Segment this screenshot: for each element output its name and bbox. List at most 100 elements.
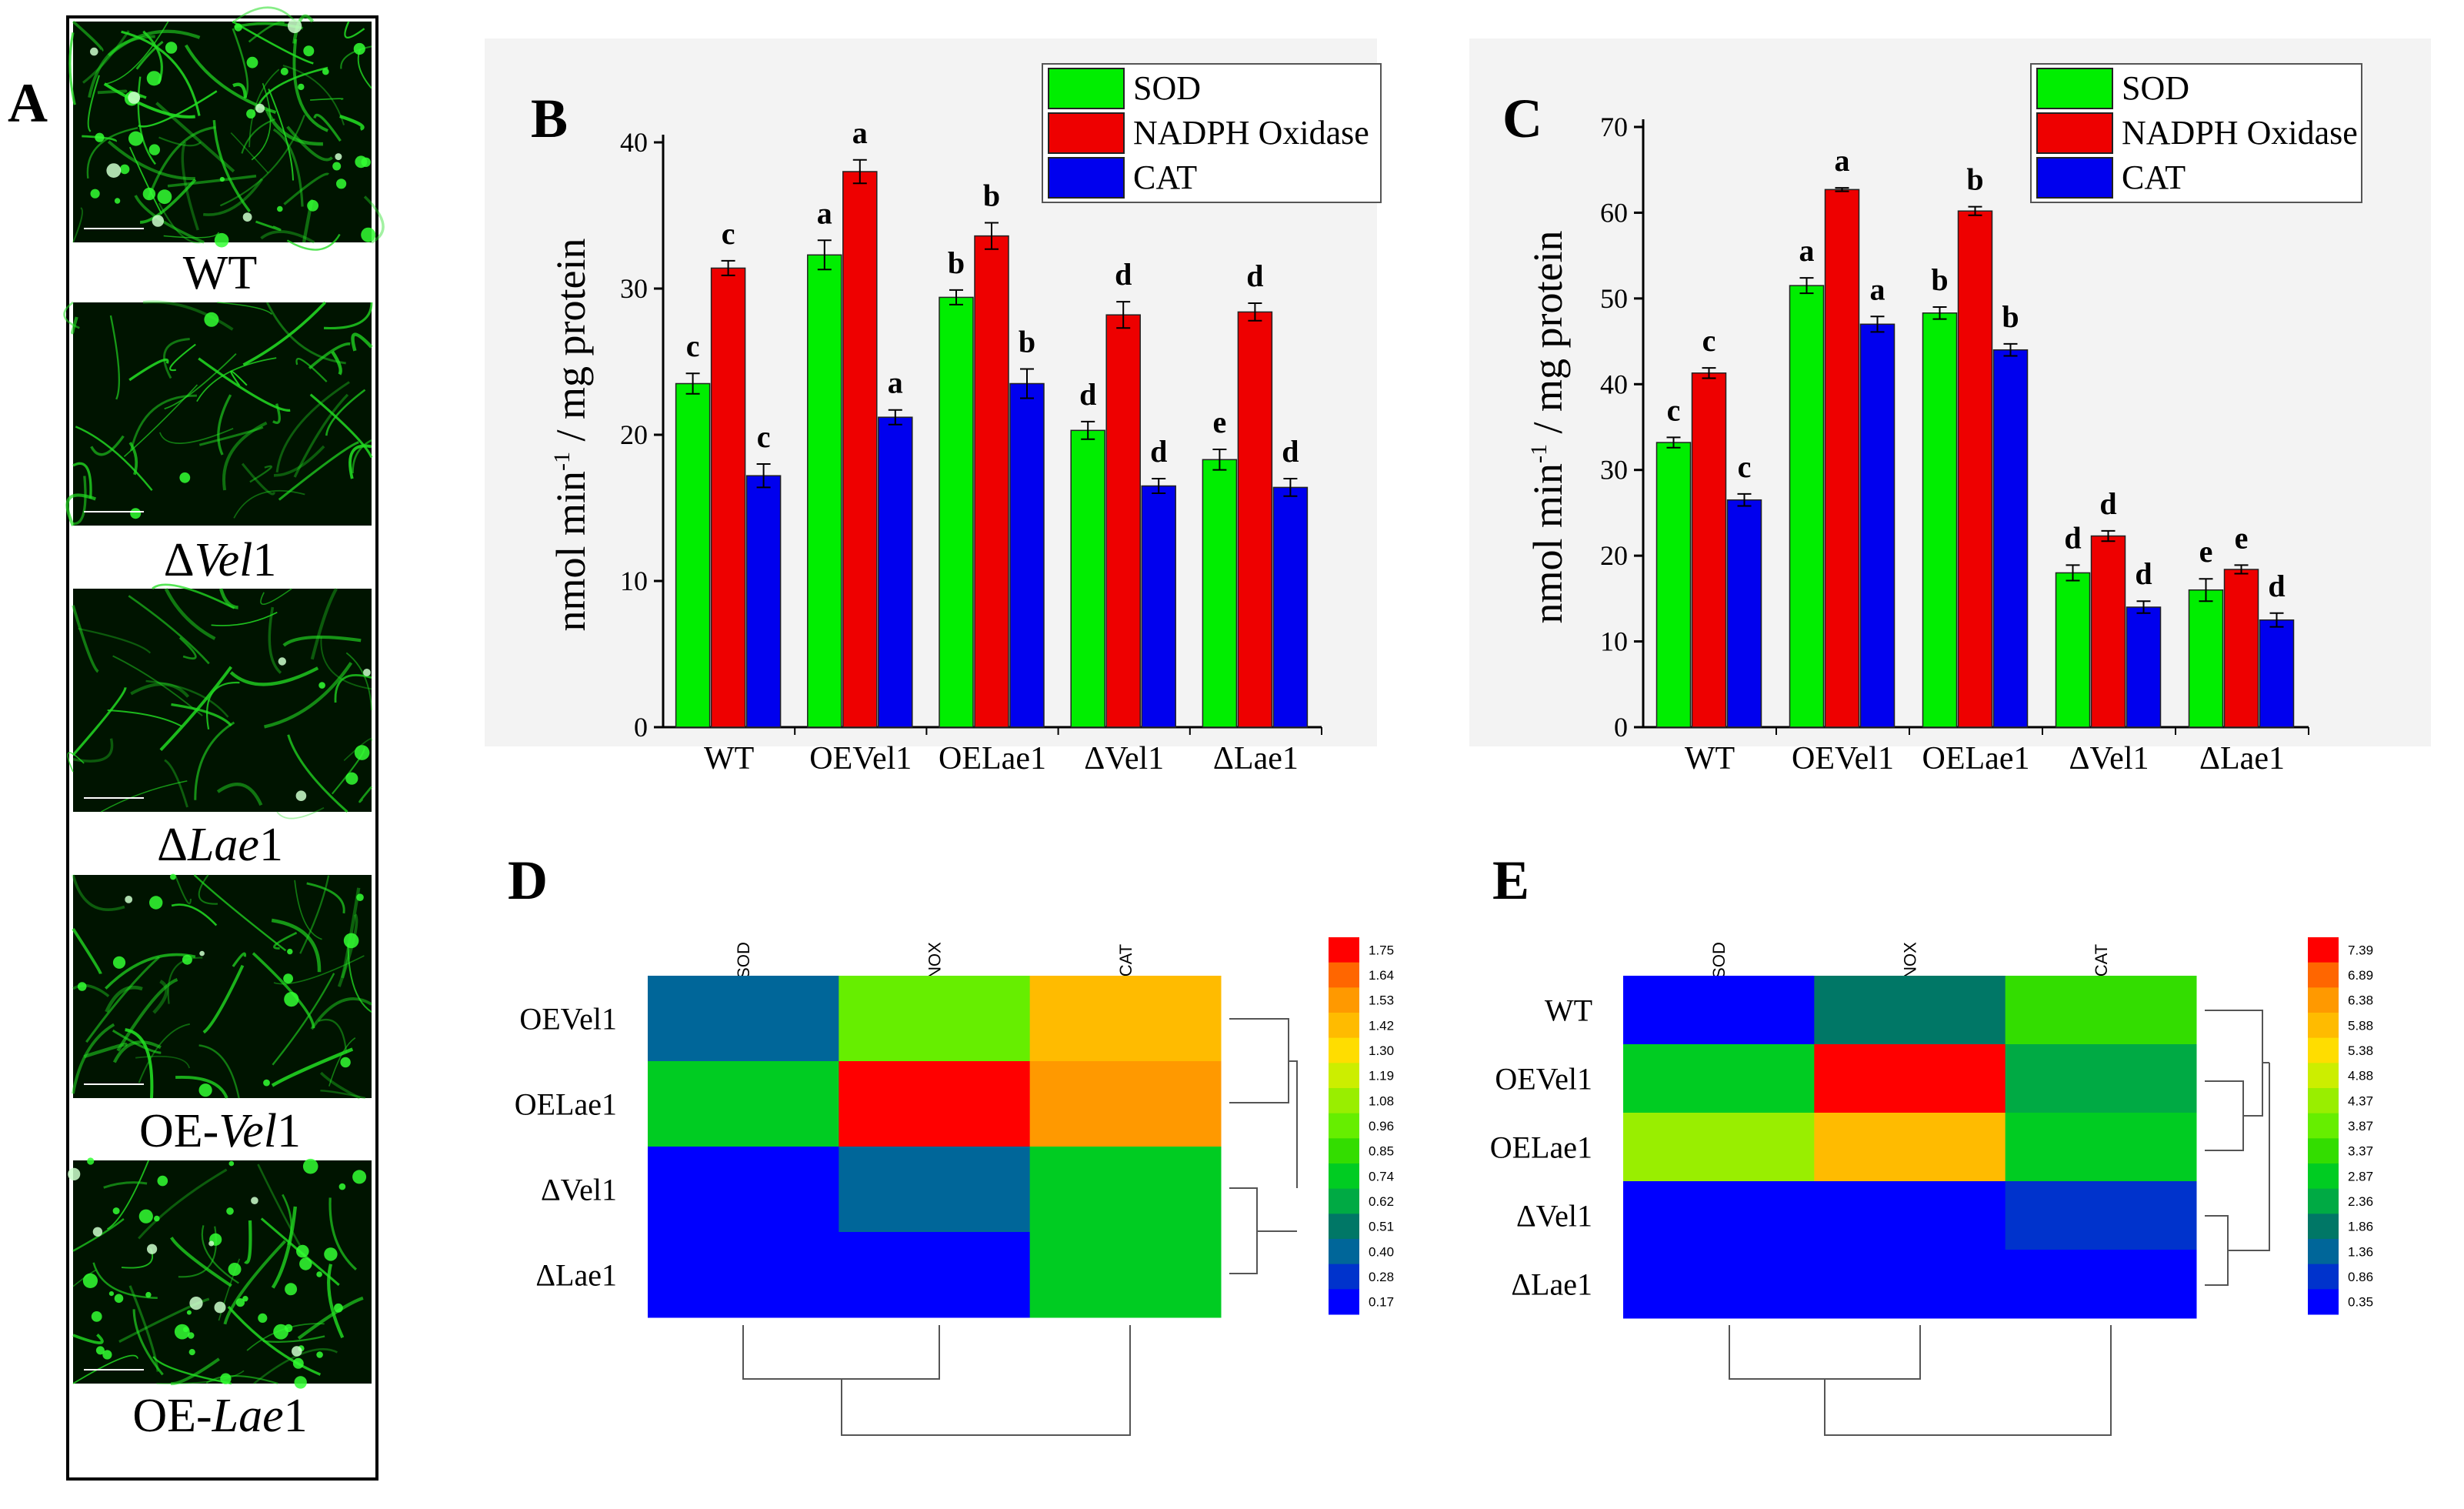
row-dendrogram-branch (2228, 1063, 2270, 1251)
spore (204, 312, 219, 327)
bar-cat (2126, 606, 2162, 728)
color-scale-swatch (2308, 1163, 2339, 1190)
heatmap-column-label: CAT (2092, 944, 2111, 977)
panel-letter: D (508, 850, 548, 911)
hypha (138, 1023, 190, 1083)
heatmap-row-label: OELae1 (515, 1087, 617, 1122)
hypha (142, 300, 234, 331)
heatmap-cell (839, 976, 1031, 1062)
spore (165, 42, 178, 54)
spore (148, 144, 160, 155)
panel-letter: C (1502, 88, 1542, 149)
bar-nadph-oxidase (1237, 311, 1273, 728)
x-category-label: OEVel1 (1792, 741, 1894, 776)
strain-label-prefix: OE- (139, 1105, 218, 1157)
hypha (156, 1370, 245, 1384)
spore (340, 1057, 351, 1068)
hypha (174, 874, 192, 905)
hypha (310, 98, 344, 101)
significance-letter: c (1702, 323, 1716, 358)
bar-nadph-oxidase (1957, 210, 1993, 728)
hypha (130, 683, 190, 698)
hypha (72, 462, 92, 499)
bar-sod (1070, 429, 1105, 728)
hypha (181, 141, 199, 231)
heatmap-cell (648, 976, 839, 1062)
hypha (325, 389, 366, 436)
hypha (194, 721, 235, 800)
hypha (212, 120, 251, 212)
heatmap-cell (1623, 976, 1815, 1045)
bar-sod (2055, 572, 2091, 728)
legend-swatch (1048, 68, 1125, 109)
bar-cat (1009, 382, 1045, 728)
row-dendrogram-branch (2205, 1080, 2244, 1151)
strain-label: OE-Lae1 (132, 1390, 307, 1442)
spore (179, 472, 191, 483)
color-scale-label: 4.88 (2348, 1069, 2373, 1083)
spore (112, 956, 126, 969)
significance-letter: a (852, 115, 868, 150)
color-scale-label: 0.62 (1369, 1194, 1394, 1209)
significance-letter: b (948, 245, 965, 280)
hypha (229, 666, 319, 686)
color-scale-swatch (1329, 1113, 1359, 1139)
y-tick-label: 20 (620, 419, 648, 450)
spore (292, 1357, 304, 1369)
hypha (67, 752, 85, 773)
hypha (72, 1334, 104, 1344)
panel-letter: E (1492, 850, 1529, 911)
spore (77, 982, 87, 991)
hypha (100, 780, 188, 813)
bar-cat (1141, 485, 1176, 728)
spore (152, 215, 164, 227)
spore (226, 1207, 234, 1215)
legend-label: CAT (2122, 159, 2186, 196)
hypha (128, 358, 169, 382)
significance-letter: a (1870, 272, 1886, 306)
bar-sod (675, 382, 711, 728)
spore (332, 162, 342, 171)
hypha (244, 1220, 252, 1264)
hypha (232, 82, 248, 98)
strain-label-prefix: WT (183, 247, 257, 299)
spore (354, 745, 370, 760)
hypha (198, 357, 291, 412)
y-axis-label-main: nmol min (548, 471, 594, 632)
significance-letter: d (1079, 377, 1096, 412)
color-scale-label: 2.87 (2348, 1169, 2373, 1183)
spore (345, 772, 358, 785)
spore (255, 103, 265, 113)
bar-cat (878, 416, 913, 728)
strain-label-prefix: Δ (164, 534, 195, 586)
hypha (163, 338, 190, 379)
spore (82, 1273, 98, 1288)
hypha (71, 316, 78, 335)
hypha (320, 1090, 366, 1100)
color-scale-label: 4.37 (2348, 1093, 2373, 1108)
spore (130, 508, 142, 519)
significance-letter: d (2268, 569, 2285, 603)
spore (361, 157, 371, 167)
color-scale-swatch (1329, 1214, 1359, 1240)
color-scale-swatch (1329, 1138, 1359, 1164)
strain-label-gene: Lae (212, 1390, 284, 1442)
hypha (175, 1075, 228, 1099)
heatmap-cell (2005, 976, 2197, 1045)
hypha (72, 1218, 125, 1252)
spore (157, 1175, 168, 1187)
significance-letter: e (2235, 520, 2249, 555)
hypha (211, 611, 278, 626)
row-dendrogram-branch (2205, 1010, 2263, 1117)
y-tick-label: 60 (1600, 197, 1628, 228)
micrograph-4 (72, 873, 372, 1100)
significance-letter: a (1799, 233, 1815, 268)
spore (183, 1327, 188, 1333)
micrograph-2 (63, 300, 373, 526)
heatmap-cell (1029, 1232, 1222, 1318)
bar-cat (1992, 349, 2029, 728)
legend-label: SOD (2122, 69, 2189, 107)
hypha (116, 977, 178, 1052)
y-axis-label-sup: -1 (1526, 444, 1552, 463)
spore (174, 1324, 190, 1340)
